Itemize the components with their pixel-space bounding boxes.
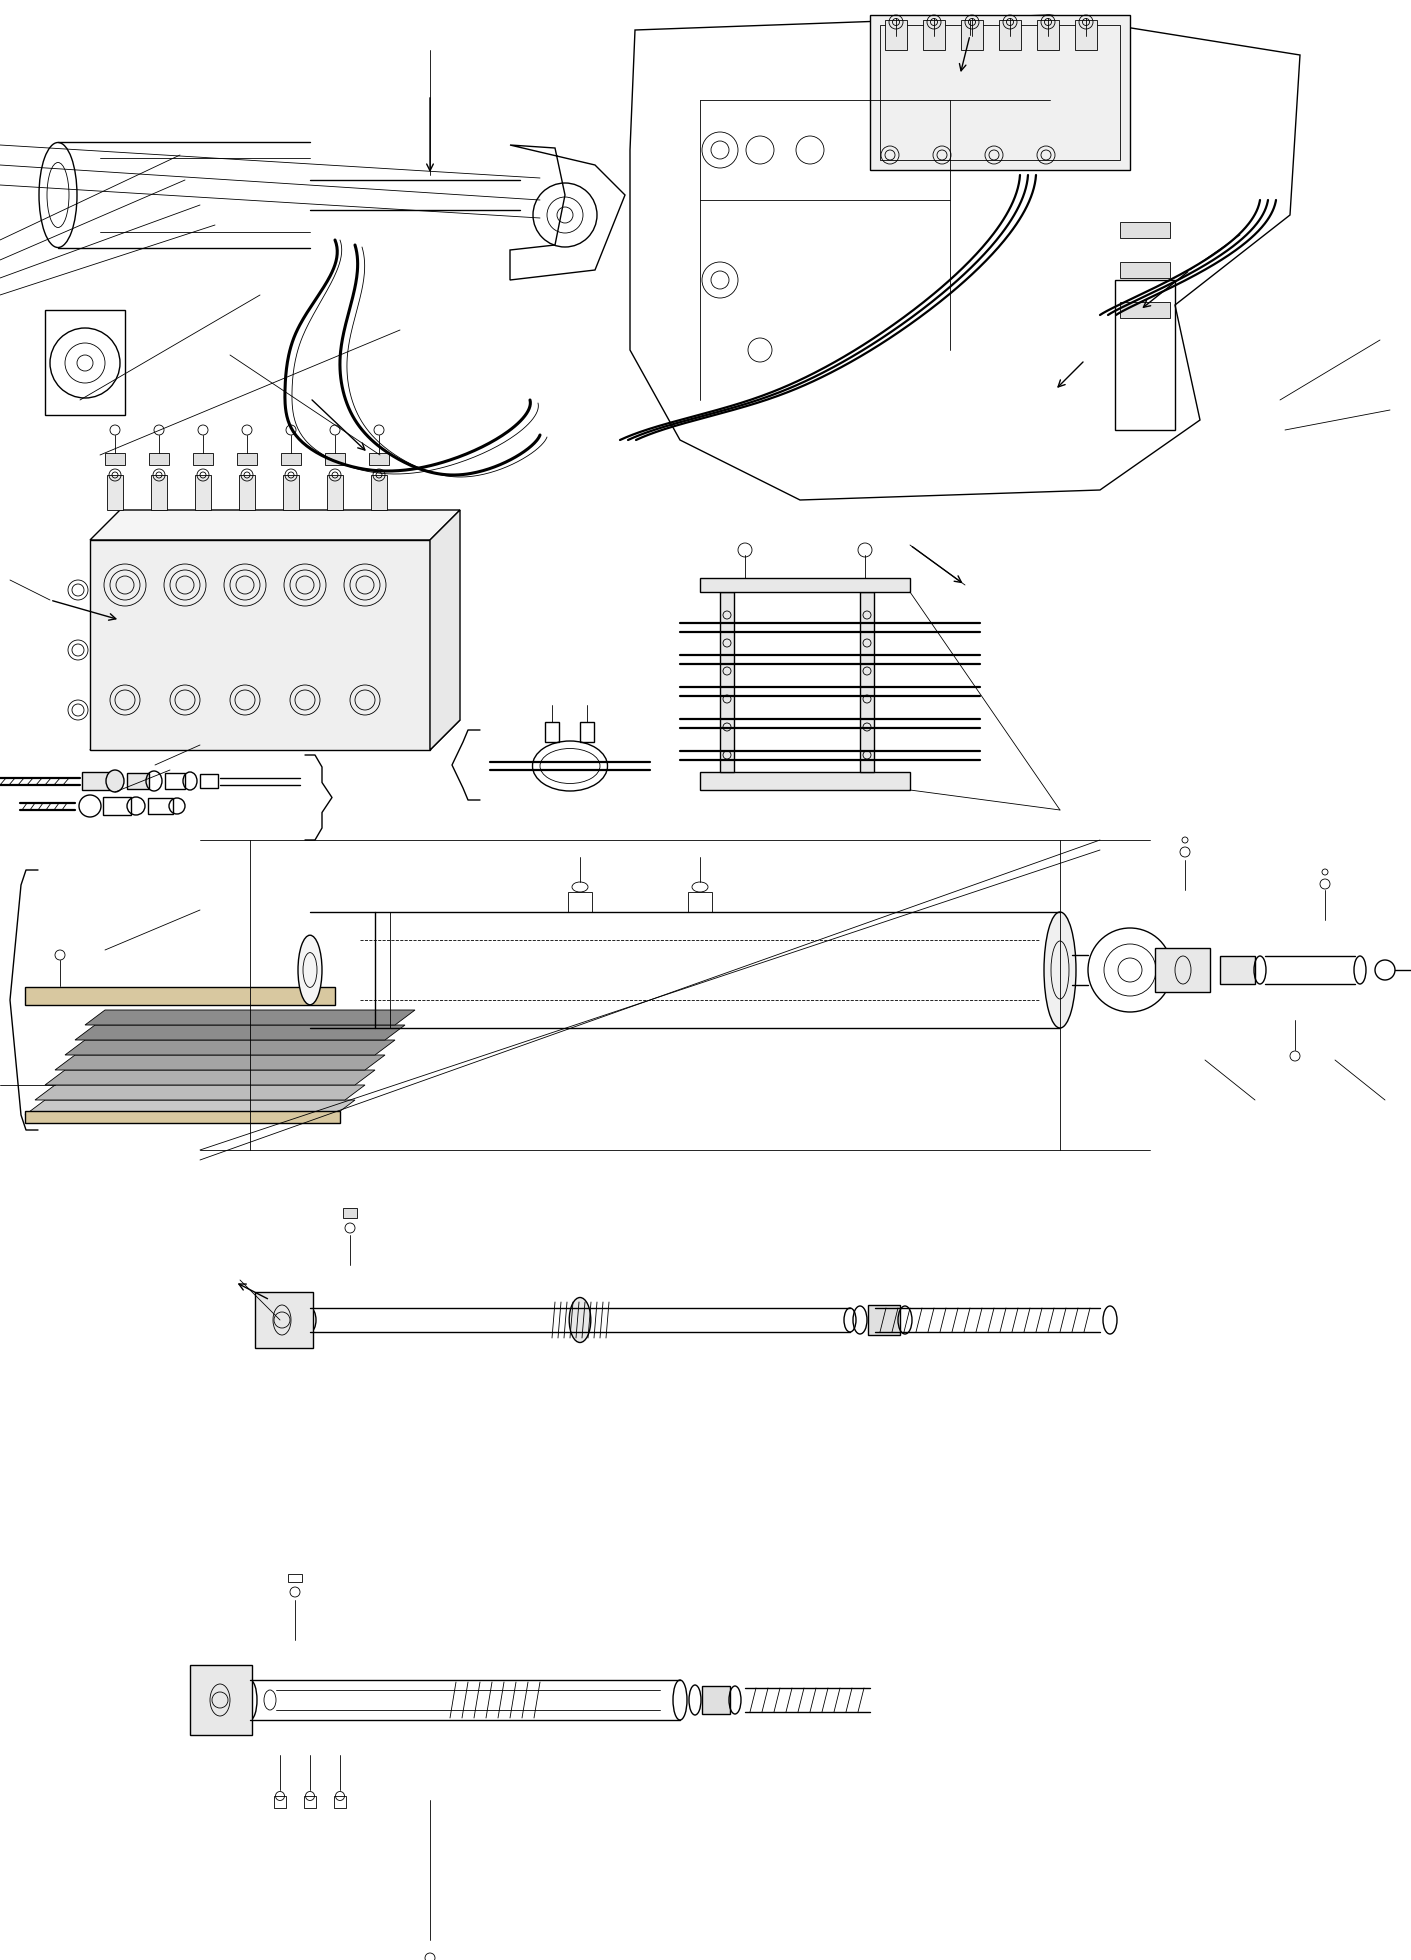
Polygon shape: [85, 1009, 415, 1025]
Ellipse shape: [1044, 911, 1077, 1027]
Bar: [165, 772, 185, 790]
Bar: [104, 453, 126, 465]
Ellipse shape: [298, 935, 322, 1005]
Bar: [148, 798, 174, 813]
Bar: [923, 20, 945, 51]
Bar: [274, 1795, 286, 1807]
Polygon shape: [90, 719, 460, 751]
Bar: [1120, 221, 1170, 237]
Bar: [150, 453, 169, 465]
Bar: [255, 1292, 313, 1348]
Polygon shape: [65, 1041, 395, 1054]
Bar: [200, 774, 219, 788]
Bar: [1156, 949, 1211, 992]
Bar: [689, 892, 713, 911]
Polygon shape: [430, 510, 460, 751]
Bar: [545, 721, 559, 743]
Bar: [871, 16, 1130, 171]
Bar: [569, 892, 593, 911]
Bar: [103, 798, 131, 815]
Polygon shape: [75, 1025, 405, 1041]
Bar: [720, 592, 734, 772]
Bar: [45, 310, 126, 416]
Bar: [127, 772, 150, 790]
Bar: [371, 474, 387, 510]
Bar: [1221, 956, 1254, 984]
Bar: [343, 1207, 357, 1217]
Bar: [284, 474, 299, 510]
Bar: [151, 474, 166, 510]
Bar: [700, 772, 910, 790]
Bar: [195, 474, 212, 510]
Bar: [334, 1795, 346, 1807]
Bar: [868, 1305, 900, 1335]
Bar: [281, 453, 301, 465]
Bar: [327, 474, 343, 510]
Bar: [1075, 20, 1096, 51]
Bar: [1120, 302, 1170, 318]
Bar: [370, 453, 389, 465]
Bar: [82, 772, 110, 790]
Polygon shape: [90, 510, 460, 541]
Polygon shape: [35, 1086, 365, 1100]
Bar: [25, 988, 334, 1005]
Bar: [885, 20, 907, 51]
Bar: [325, 453, 346, 465]
Bar: [961, 20, 983, 51]
Bar: [90, 541, 430, 751]
Bar: [703, 1686, 729, 1713]
Polygon shape: [25, 1100, 356, 1115]
Bar: [237, 453, 257, 465]
Bar: [193, 453, 213, 465]
Ellipse shape: [569, 1298, 591, 1343]
Bar: [238, 474, 255, 510]
Bar: [859, 592, 873, 772]
Bar: [288, 1574, 302, 1582]
Bar: [999, 20, 1022, 51]
Bar: [1120, 263, 1170, 278]
Ellipse shape: [106, 770, 124, 792]
Polygon shape: [45, 1070, 375, 1086]
Bar: [1115, 280, 1175, 429]
Bar: [580, 721, 594, 743]
Bar: [880, 25, 1120, 161]
Bar: [303, 1795, 316, 1807]
Polygon shape: [55, 1054, 385, 1070]
Bar: [25, 1111, 340, 1123]
Bar: [107, 474, 123, 510]
Bar: [700, 578, 910, 592]
Bar: [1037, 20, 1060, 51]
Bar: [190, 1664, 253, 1735]
